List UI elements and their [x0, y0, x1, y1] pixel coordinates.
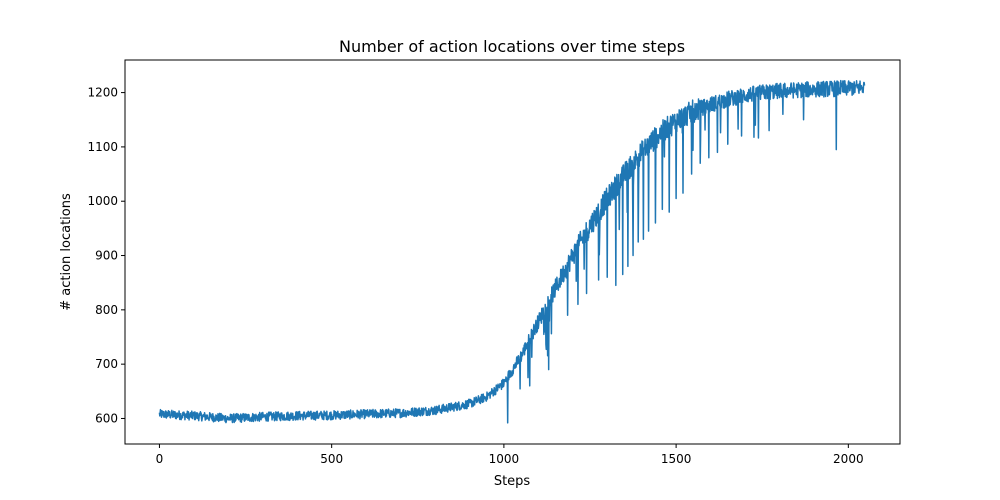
y-tick-label: 1000: [87, 194, 118, 208]
x-tick-label: 500: [320, 452, 343, 466]
y-axis-label: # action locations: [59, 193, 74, 311]
series-line: [158, 79, 866, 424]
x-tick-label: 1500: [661, 452, 692, 466]
x-tick-label: 1000: [489, 452, 520, 466]
y-tick-label: 700: [95, 357, 118, 371]
chart-title: Number of action locations over time ste…: [339, 37, 685, 56]
plot-area: [158, 79, 866, 424]
x-axis: 0 500 1000 1500 2000: [156, 444, 864, 466]
x-tick-label: 2000: [833, 452, 864, 466]
y-tick-label: 600: [95, 411, 118, 425]
x-tick-label: 0: [156, 452, 164, 466]
y-axis: 600 700 800 900 1000 1100 1200: [87, 86, 125, 425]
y-tick-label: 800: [95, 303, 118, 317]
y-tick-label: 1100: [87, 140, 118, 154]
plot-frame: [124, 59, 901, 445]
x-axis-label: Steps: [494, 474, 531, 489]
y-tick-label: 900: [95, 249, 118, 263]
y-tick-label: 1200: [87, 86, 118, 100]
